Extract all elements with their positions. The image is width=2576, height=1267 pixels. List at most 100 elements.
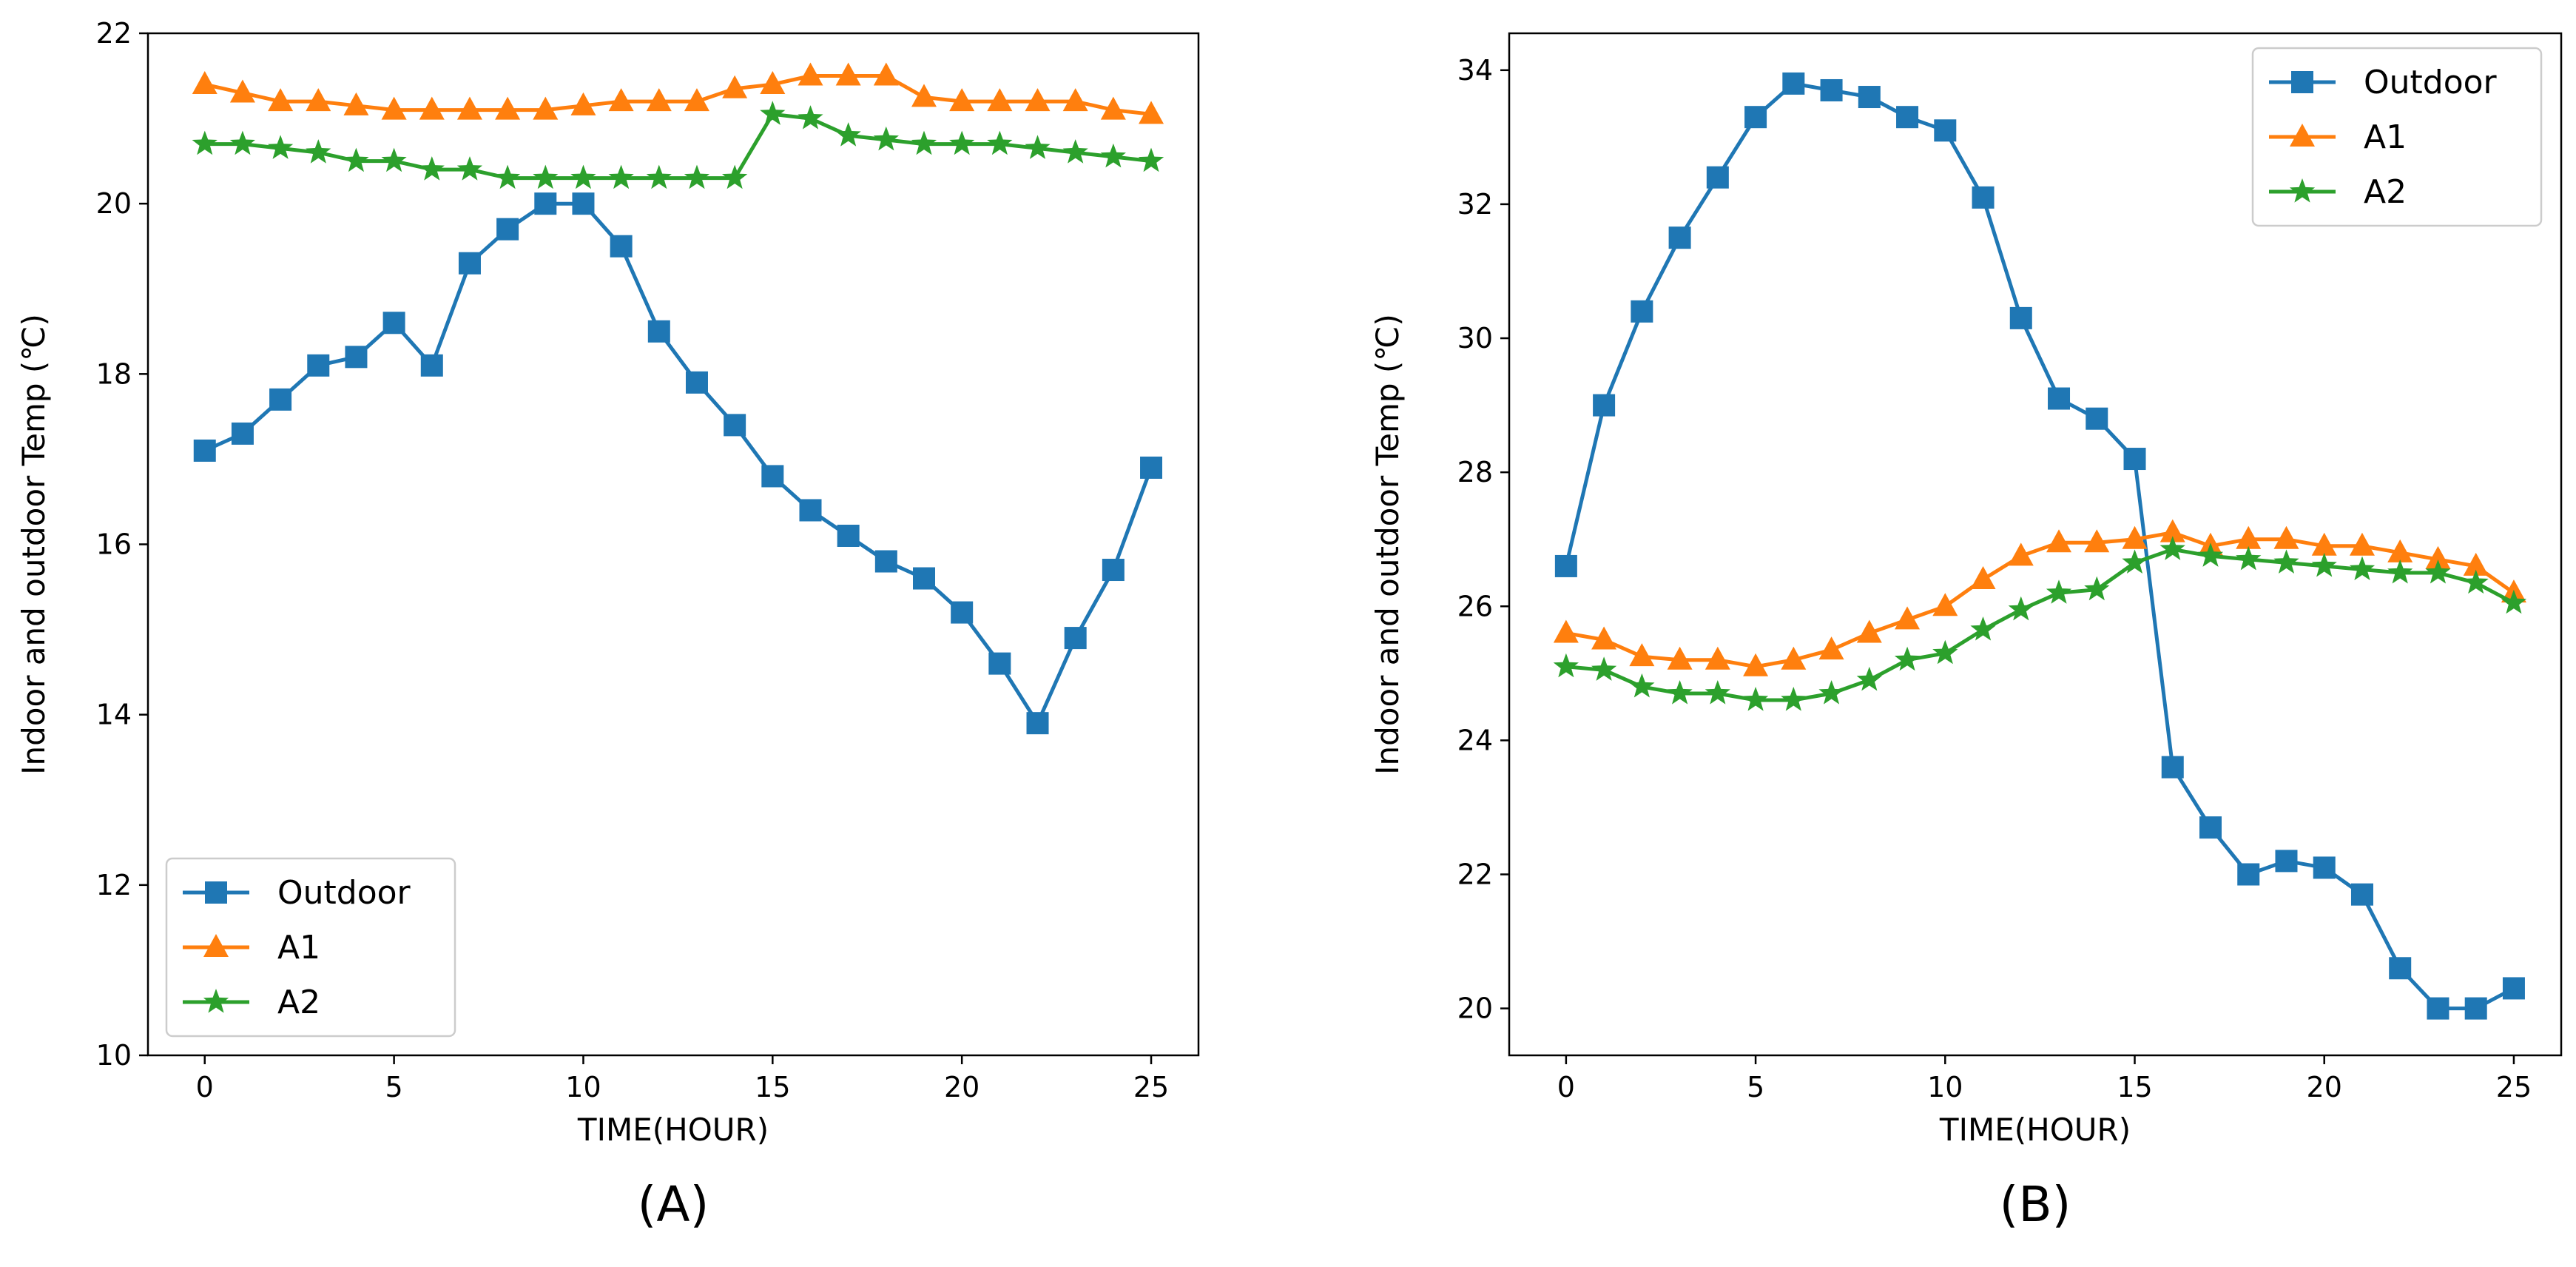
data-point [1026, 712, 1049, 735]
data-point [1100, 96, 1126, 120]
data-point [837, 524, 860, 547]
data-point [1025, 88, 1051, 112]
data-point [2463, 569, 2489, 594]
data-point [1100, 143, 1126, 168]
data-point [608, 88, 634, 112]
data-point [2275, 850, 2298, 873]
data-point [722, 75, 748, 98]
data-point [2350, 883, 2373, 906]
x-tick-label: 5 [385, 1071, 403, 1103]
legend-marker [2290, 124, 2315, 147]
data-point [798, 105, 823, 130]
data-point [835, 122, 861, 147]
data-point [1932, 593, 1958, 616]
data-point [1972, 186, 1995, 209]
x-tick-label: 0 [1557, 1071, 1575, 1103]
data-point [2159, 519, 2185, 542]
panel-label: (B) [2000, 1176, 2071, 1233]
data-point [458, 252, 481, 275]
data-point [2122, 549, 2148, 574]
legend-marker [2291, 71, 2313, 93]
data-point [2236, 545, 2262, 571]
series-a2 [192, 101, 1164, 189]
data-point [1895, 606, 1921, 630]
x-tick-label: 20 [944, 1071, 980, 1103]
data-point [1553, 653, 1579, 678]
data-point [2313, 856, 2336, 879]
data-point [1591, 626, 1617, 650]
data-point [2199, 816, 2222, 839]
data-point [722, 164, 748, 189]
data-point [2048, 387, 2071, 410]
data-point [2349, 556, 2376, 580]
data-point [419, 96, 445, 120]
data-point [1932, 639, 1958, 665]
data-point [1781, 687, 1807, 711]
data-point [949, 130, 975, 155]
legend-entry-a1: A1 [183, 929, 320, 967]
data-point [1062, 139, 1088, 164]
data-point [533, 164, 559, 189]
data-point [1705, 680, 1730, 705]
data-point [2084, 576, 2110, 601]
legend-label: A2 [2364, 173, 2407, 211]
legend-label: A2 [277, 984, 320, 1021]
data-point [799, 499, 822, 522]
data-point [2159, 536, 2185, 560]
y-tick-label: 16 [96, 528, 132, 561]
data-point [1894, 646, 1921, 671]
data-point [2236, 525, 2262, 549]
y-tick-label: 12 [96, 869, 132, 901]
data-point [1858, 86, 1881, 109]
data-point [646, 88, 672, 112]
x-tick-label: 25 [1133, 1071, 1169, 1103]
legend-entry-outdoor: Outdoor [2269, 64, 2498, 101]
legend-marker [2289, 178, 2316, 203]
data-point [2425, 545, 2451, 569]
series-a1 [1553, 519, 2526, 676]
y-tick-label: 32 [1457, 188, 1493, 221]
data-point [2389, 957, 2412, 980]
data-point [572, 192, 595, 215]
y-tick-label: 20 [1457, 992, 1493, 1025]
legend-entry-a2: A2 [183, 984, 320, 1021]
x-tick-label: 10 [565, 1071, 601, 1103]
data-point [873, 62, 899, 86]
data-point [2197, 542, 2224, 567]
data-point [1896, 106, 1919, 129]
data-point [2502, 977, 2525, 1000]
data-point [382, 312, 405, 335]
data-point [1705, 646, 1730, 670]
data-point [1743, 653, 1769, 676]
data-point [306, 139, 331, 164]
data-point [1553, 619, 1579, 643]
data-point [1593, 394, 1616, 417]
data-point [2311, 532, 2337, 556]
data-point [456, 96, 482, 120]
data-point [1139, 101, 1164, 124]
panel-label: (A) [638, 1176, 709, 1233]
data-point [231, 422, 254, 445]
y-tick-label: 20 [96, 187, 132, 220]
data-point [495, 96, 521, 120]
data-point [1062, 88, 1088, 112]
data-point [343, 92, 369, 115]
plot-frame [1508, 32, 2563, 1057]
legend-box [2251, 47, 2543, 227]
series-outdoor [1554, 72, 2525, 1020]
data-point [949, 88, 975, 112]
data-point [570, 164, 596, 189]
chart-panel-b: 0 5 10 15 20 25 20 22 24 26 28 30 32 34 TIME(HOUR) Indo… [1369, 32, 2563, 1233]
data-point [1064, 627, 1087, 650]
data-point [2311, 552, 2337, 577]
x-tick-label: 10 [1927, 1071, 1963, 1103]
data-point [268, 135, 294, 159]
y-tick-label: 18 [96, 357, 132, 390]
y-tick-label: 26 [1457, 590, 1493, 622]
data-point [911, 130, 937, 155]
legend-marker [203, 989, 229, 1013]
data-point [2501, 589, 2527, 614]
data-point [420, 354, 443, 377]
x-tick-label: 20 [2307, 1071, 2342, 1103]
